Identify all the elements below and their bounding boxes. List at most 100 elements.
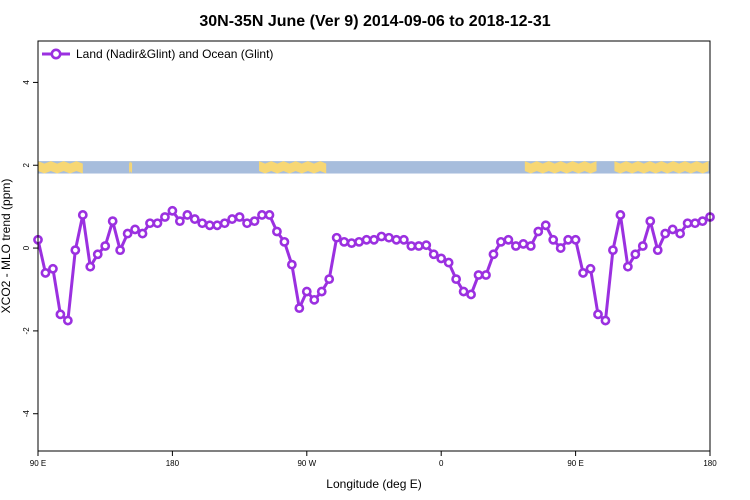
data-point bbox=[600, 315, 611, 326]
data-point bbox=[212, 220, 223, 231]
data-point bbox=[48, 263, 58, 274]
data-point bbox=[339, 236, 350, 247]
data-point bbox=[301, 286, 312, 297]
y-tick-label: 2 bbox=[22, 162, 31, 167]
axes: 90 E 180 90 W 0 90 E 180 -4 -2 0 2 4 bbox=[22, 80, 717, 468]
data-point bbox=[55, 309, 66, 320]
data-point bbox=[242, 218, 252, 229]
data-point bbox=[174, 216, 185, 227]
land-segment bbox=[129, 161, 131, 174]
data-point bbox=[294, 303, 305, 314]
data-point bbox=[428, 249, 439, 260]
data-point bbox=[466, 289, 476, 300]
data-point bbox=[160, 212, 170, 222]
x-tick-label: 0 bbox=[439, 459, 444, 468]
data-point bbox=[182, 210, 193, 220]
data-point bbox=[279, 236, 290, 247]
data-point bbox=[496, 236, 506, 247]
data-point bbox=[615, 210, 626, 220]
data-point bbox=[62, 315, 73, 326]
series-layer bbox=[33, 205, 715, 326]
plot-frame bbox=[37, 40, 711, 452]
data-point bbox=[690, 218, 700, 229]
data-point bbox=[316, 286, 327, 297]
data-point bbox=[107, 216, 118, 227]
data-point bbox=[77, 210, 88, 220]
data-point bbox=[622, 261, 633, 272]
data-point bbox=[204, 220, 215, 231]
data-point bbox=[130, 224, 140, 235]
x-axis-label: Longitude (deg E) bbox=[326, 477, 421, 491]
data-point bbox=[608, 245, 618, 256]
data-point bbox=[219, 218, 230, 229]
data-point bbox=[324, 274, 335, 285]
data-point bbox=[510, 241, 521, 251]
data-point bbox=[145, 218, 155, 229]
data-point bbox=[376, 231, 387, 242]
legend-label: Land (Nadir&Glint) and Ocean (Glint) bbox=[76, 47, 273, 61]
y-tick-label: -4 bbox=[22, 410, 31, 418]
data-point bbox=[257, 210, 267, 220]
data-point bbox=[406, 241, 417, 251]
y-tick-label: 4 bbox=[22, 80, 31, 85]
data-point bbox=[473, 270, 484, 280]
data-point bbox=[413, 241, 424, 251]
data-point bbox=[331, 232, 342, 243]
data-point bbox=[645, 216, 656, 227]
data-point bbox=[122, 228, 133, 239]
land-segment bbox=[38, 161, 83, 174]
data-point bbox=[443, 257, 454, 268]
data-point bbox=[555, 243, 566, 253]
data-point bbox=[286, 259, 297, 270]
data-point bbox=[369, 234, 379, 245]
data-point bbox=[525, 241, 536, 251]
data-point bbox=[361, 234, 372, 245]
x-tick-label: 180 bbox=[703, 459, 717, 468]
data-point bbox=[563, 234, 574, 245]
data-point bbox=[85, 261, 96, 272]
chart-title: 30N-35N June (Ver 9) 2014-09-06 to 2018-… bbox=[199, 13, 550, 30]
y-tick-label: -2 bbox=[22, 327, 31, 335]
x-tick-label: 180 bbox=[166, 459, 180, 468]
data-point bbox=[578, 268, 588, 278]
data-point bbox=[189, 214, 200, 224]
data-point bbox=[234, 212, 245, 222]
data-point bbox=[264, 210, 275, 220]
data-point bbox=[518, 239, 529, 249]
data-point bbox=[391, 234, 402, 245]
legend-marker bbox=[50, 48, 62, 60]
data-point bbox=[503, 234, 514, 245]
data-point bbox=[115, 245, 126, 256]
data-point bbox=[630, 249, 641, 260]
data-point bbox=[70, 245, 81, 256]
data-point bbox=[249, 216, 260, 227]
data-point bbox=[451, 274, 462, 285]
data-point bbox=[540, 220, 551, 231]
data-point bbox=[682, 218, 693, 229]
data-point bbox=[354, 236, 364, 247]
ocean-band bbox=[38, 161, 710, 174]
data-point bbox=[92, 249, 103, 260]
data-point bbox=[346, 238, 357, 249]
data-point bbox=[488, 249, 499, 260]
y-axis-label: XCO2 - MLO trend (ppm) bbox=[0, 179, 13, 314]
data-point bbox=[570, 234, 581, 245]
x-tick-label: 90 W bbox=[297, 459, 316, 468]
data-point bbox=[421, 240, 432, 251]
x-tick-label: 90 E bbox=[567, 459, 583, 468]
legend: Land (Nadir&Glint) and Ocean (Glint) bbox=[42, 47, 273, 61]
data-point bbox=[697, 216, 708, 227]
y-tick-label: 0 bbox=[22, 245, 31, 250]
data-point bbox=[40, 268, 51, 278]
data-point bbox=[309, 294, 320, 305]
data-point bbox=[593, 309, 603, 320]
data-point bbox=[167, 205, 178, 216]
data-point bbox=[384, 232, 394, 243]
data-point bbox=[652, 245, 663, 256]
data-point bbox=[548, 234, 559, 245]
data-point bbox=[137, 228, 148, 239]
land-ocean-strip bbox=[38, 161, 710, 174]
data-point bbox=[660, 228, 671, 239]
data-point bbox=[272, 226, 282, 237]
data-point bbox=[533, 226, 544, 237]
